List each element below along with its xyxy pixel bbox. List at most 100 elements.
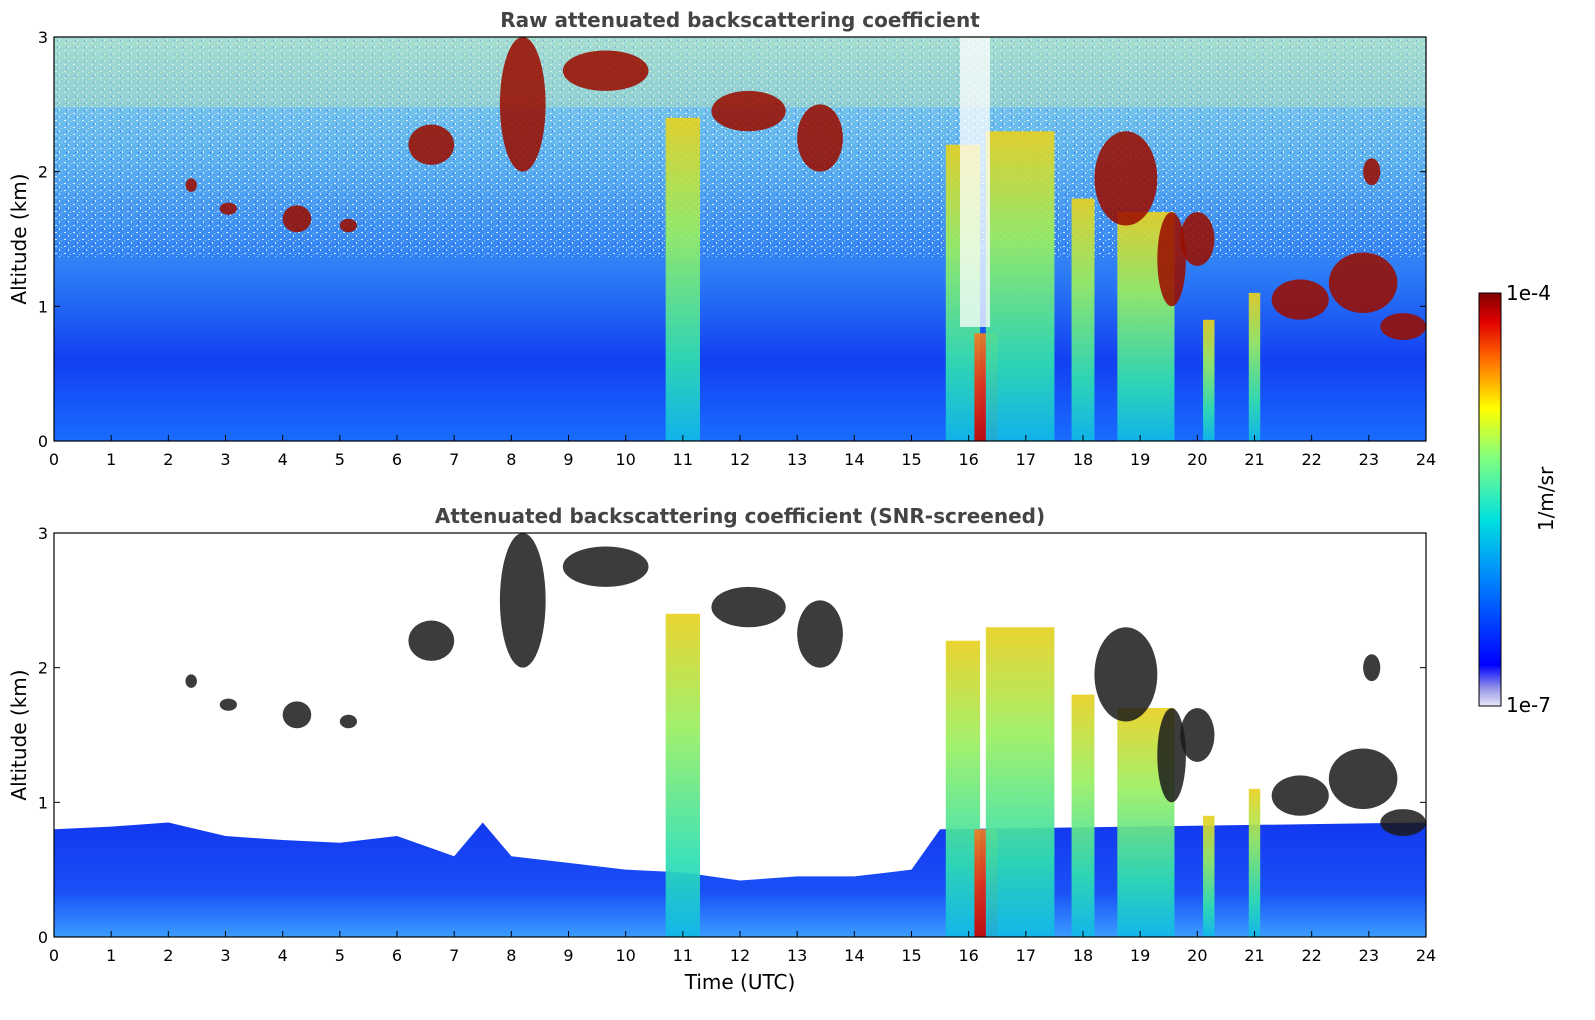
cloud-layer bbox=[1180, 212, 1215, 266]
x-tick-label: 15 bbox=[901, 946, 921, 965]
y-tick-label: 0 bbox=[38, 432, 48, 451]
x-tick-label: 5 bbox=[335, 450, 345, 469]
aerosol-column bbox=[1203, 319, 1215, 441]
x-tick-label: 10 bbox=[615, 946, 635, 965]
x-tick-label: 24 bbox=[1416, 946, 1436, 965]
cloud-layer bbox=[282, 205, 312, 233]
cloud-layer bbox=[185, 178, 197, 192]
cloud-layer bbox=[339, 218, 357, 233]
cloud-layer bbox=[797, 104, 843, 172]
cloud-layer bbox=[219, 202, 237, 215]
cloud-layer bbox=[1180, 708, 1215, 762]
cloud-layer bbox=[219, 698, 237, 711]
colorbar: 1e-4 1e-7 1/m/sr bbox=[1478, 281, 1558, 717]
cloud-layer bbox=[562, 546, 649, 587]
cloud-layers bbox=[185, 533, 1426, 836]
x-tick-label: 19 bbox=[1130, 450, 1150, 469]
x-tick-label: 4 bbox=[278, 450, 288, 469]
aerosol-column bbox=[665, 117, 700, 441]
cloud-layer bbox=[1094, 131, 1158, 226]
cloud-layer bbox=[339, 714, 357, 729]
cloud-layers bbox=[185, 37, 1426, 340]
y-tick-label: 1 bbox=[38, 793, 48, 812]
x-tick-label: 24 bbox=[1416, 450, 1436, 469]
x-tick-label: 11 bbox=[673, 450, 693, 469]
x-tick-label: 0 bbox=[49, 450, 59, 469]
x-tick-label: 13 bbox=[787, 946, 807, 965]
x-tick-label: 2 bbox=[163, 450, 173, 469]
x-axis-label: Time (UTC) bbox=[684, 970, 796, 994]
y-tick-label: 1 bbox=[38, 297, 48, 316]
aerosol-column bbox=[1248, 292, 1261, 441]
aerosol-column bbox=[1248, 788, 1261, 937]
colorbar-min-label: 1e-7 bbox=[1506, 693, 1551, 717]
cloud-layer bbox=[1157, 708, 1186, 803]
cloud-layer bbox=[1157, 212, 1186, 307]
x-tick-label: 14 bbox=[844, 946, 864, 965]
heatmap-field bbox=[54, 533, 1426, 937]
x-tick-label: 12 bbox=[730, 450, 750, 469]
panel-title: Attenuated backscattering coefficient (S… bbox=[435, 504, 1045, 528]
colorbar-unit-label: 1/m/sr bbox=[1534, 466, 1558, 531]
y-tick-label: 2 bbox=[38, 163, 48, 182]
aerosol-column bbox=[1203, 815, 1215, 937]
x-tick-label: 23 bbox=[1359, 946, 1379, 965]
aerosol-column bbox=[985, 627, 1055, 937]
snr-screened-panel: Attenuated backscattering coefficient (S… bbox=[7, 504, 1436, 994]
cloud-layer bbox=[1094, 627, 1158, 722]
y-axis-label: Altitude (km) bbox=[7, 669, 31, 800]
y-tick-label: 2 bbox=[38, 659, 48, 678]
aerosol-column bbox=[665, 613, 700, 937]
cloud-layer bbox=[1363, 654, 1381, 682]
x-tick-label: 8 bbox=[506, 450, 516, 469]
cloud-layer bbox=[1328, 748, 1398, 810]
cloud-layer bbox=[562, 50, 649, 91]
x-tick-label: 19 bbox=[1130, 946, 1150, 965]
x-axis-ticks: 0 1 2 3 4 5 6 7 8 9 10 11 12 13 14 15 16 17 18 19 20 21 22 23 24 bbox=[49, 931, 1436, 965]
x-tick-label: 6 bbox=[392, 450, 402, 469]
x-tick-label: 11 bbox=[673, 946, 693, 965]
x-tick-label: 15 bbox=[901, 450, 921, 469]
x-tick-label: 21 bbox=[1244, 946, 1264, 965]
x-tick-label: 4 bbox=[278, 946, 288, 965]
x-tick-label: 20 bbox=[1187, 946, 1207, 965]
x-tick-label: 22 bbox=[1301, 946, 1321, 965]
x-tick-label: 23 bbox=[1359, 450, 1379, 469]
x-tick-label: 3 bbox=[220, 946, 230, 965]
cloud-layer bbox=[1380, 809, 1426, 836]
x-tick-label: 18 bbox=[1073, 450, 1093, 469]
x-tick-label: 16 bbox=[958, 450, 978, 469]
x-tick-label: 5 bbox=[335, 946, 345, 965]
panel-title: Raw attenuated backscattering coefficien… bbox=[500, 8, 980, 32]
x-tick-label: 16 bbox=[958, 946, 978, 965]
cloud-layer bbox=[1363, 158, 1381, 186]
x-tick-label: 6 bbox=[392, 946, 402, 965]
cloud-layer bbox=[711, 90, 786, 132]
cloud-layer bbox=[1328, 252, 1398, 314]
heatmap-field bbox=[54, 37, 1426, 441]
x-tick-label: 20 bbox=[1187, 450, 1207, 469]
y-axis-ticks: 0 1 2 3 bbox=[38, 28, 1426, 451]
x-tick-label: 2 bbox=[163, 946, 173, 965]
x-tick-label: 17 bbox=[1016, 946, 1036, 965]
x-tick-label: 17 bbox=[1016, 450, 1036, 469]
x-tick-label: 1 bbox=[106, 450, 116, 469]
y-axis-ticks: 0 1 2 3 bbox=[38, 524, 1426, 947]
cloud-layer bbox=[282, 701, 312, 729]
cloud-layer bbox=[185, 674, 197, 688]
aerosol-column bbox=[1071, 198, 1095, 441]
aerosol-column bbox=[1071, 694, 1095, 937]
x-tick-label: 7 bbox=[449, 450, 459, 469]
x-axis-ticks: 0 1 2 3 4 5 6 7 8 9 10 11 12 13 14 15 16 17 18 19 20 21 22 23 24 bbox=[49, 435, 1436, 469]
x-tick-label: 3 bbox=[220, 450, 230, 469]
x-tick-label: 18 bbox=[1073, 946, 1093, 965]
cloud-layer bbox=[408, 620, 455, 661]
x-tick-label: 0 bbox=[49, 946, 59, 965]
x-tick-label: 8 bbox=[506, 946, 516, 965]
aerosol-column bbox=[985, 131, 1055, 441]
x-tick-label: 10 bbox=[615, 450, 635, 469]
y-tick-label: 0 bbox=[38, 928, 48, 947]
x-tick-label: 13 bbox=[787, 450, 807, 469]
x-tick-label: 22 bbox=[1301, 450, 1321, 469]
